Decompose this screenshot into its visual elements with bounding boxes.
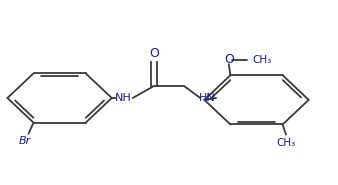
Text: CH₃: CH₃	[252, 55, 271, 65]
Text: HN: HN	[199, 93, 216, 103]
Text: O: O	[224, 53, 234, 66]
Text: NH: NH	[115, 93, 132, 103]
Text: O: O	[149, 46, 159, 60]
Text: CH₃: CH₃	[276, 138, 296, 148]
Text: Br: Br	[19, 136, 31, 146]
